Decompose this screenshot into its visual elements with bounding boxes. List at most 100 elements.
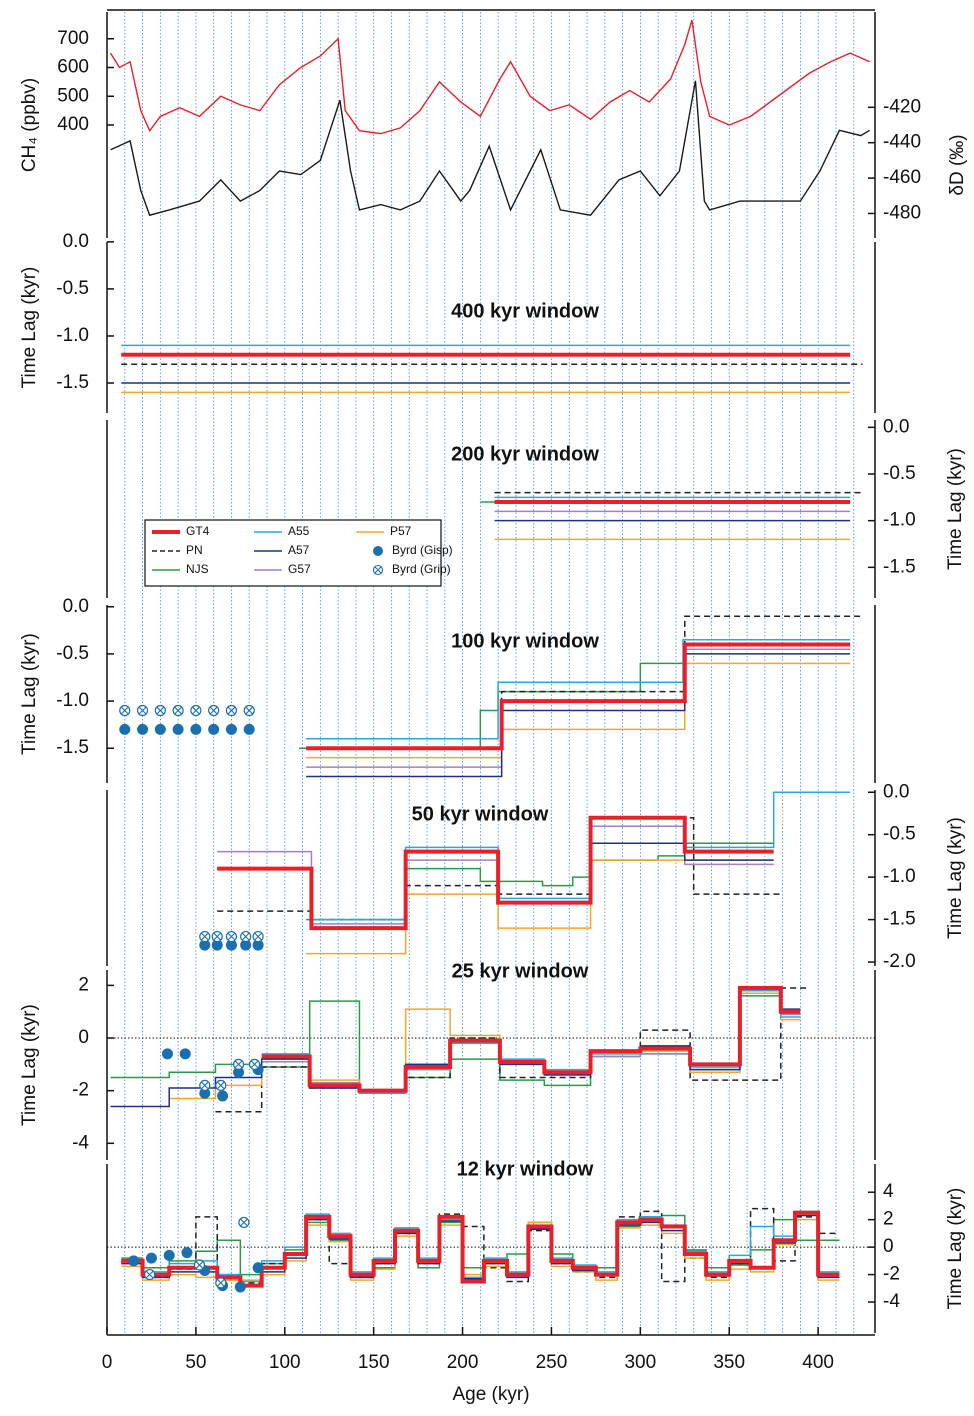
byrd-grip-point [136,704,149,717]
y-tick-label: 600 [57,57,89,78]
byrd-gisp-point [128,1255,140,1267]
grip-cross [210,706,218,715]
y-tick-label: 400 [57,114,89,135]
y-tick-label: -420 [883,96,921,117]
series-line [217,791,851,921]
y-tick-label: -1.5 [56,372,89,393]
panel-title: 200 kyr window [451,443,599,465]
byrd-gisp-point [145,1252,157,1264]
y-tick-label: -1.5 [883,909,916,930]
y-axis-label: CH₄ (ppbv) [19,78,40,172]
byrd-grip-point [225,930,238,943]
byrd-gisp-point [225,939,237,951]
series-line [306,653,851,778]
byrd-gisp-point [240,939,252,951]
byrd-grip-point [215,1079,227,1092]
legend-marker [373,546,383,556]
y-axis-label: Time Lag (kyr) [19,267,40,389]
byrd-gisp-point [217,1090,229,1102]
series-line [121,1207,840,1284]
grip-cross [240,1218,248,1226]
byrd-gisp-point [161,1048,173,1060]
legend-box [144,519,442,587]
panel-title: 25 kyr window [452,960,589,982]
byrd-grip-point [119,704,131,717]
y-tick-label: 0.0 [883,781,909,802]
x-tick-label: 150 [358,1352,390,1373]
byrd-grip-point [154,704,166,717]
y-axis-label: Time Lag (kyr) [945,1188,966,1310]
byrd-gisp-point [154,723,166,735]
y-tick-label: 0 [883,1236,894,1257]
y-tick-label: -1.0 [883,510,916,531]
x-tick-label: 400 [802,1352,834,1373]
grip-cross [227,706,236,715]
legend-label: PN [186,543,203,557]
byrd-grip-point [199,1079,211,1092]
y-tick-label: -1.5 [883,556,916,577]
legend-label: NJS [186,562,209,576]
x-tick-label: 50 [185,1352,206,1373]
series-line [217,815,774,931]
series-line [306,859,774,955]
y-tick-label: 700 [57,28,89,49]
byrd-grip-point [238,1216,250,1229]
byrd-grip-point [193,1259,206,1271]
x-tick-label: 350 [713,1352,745,1373]
series-line [110,80,871,217]
legend-label: P57 [390,524,412,538]
y2-axis-label: δD (‰) [947,134,968,195]
y-tick-label: 0 [78,1027,89,1048]
byrd-gisp-point [233,1066,245,1078]
panel-title: 50 kyr window [412,803,549,825]
y-tick-label: -4 [72,1132,89,1153]
y-tick-label: -1.0 [56,690,89,711]
byrd-gisp-point [181,1247,193,1259]
byrd-gisp-point [234,1281,246,1293]
y-axis-label: Time Lag (kyr) [945,448,966,570]
x-tick-label: 0 [102,1352,113,1373]
y-tick-label: -480 [883,202,921,223]
byrd-gisp-point [199,939,211,951]
byrd-gisp-point [179,1048,191,1060]
y-tick-label: -4 [883,1291,900,1312]
grip-cross [195,1261,204,1269]
y-axis-label: Time Lag (kyr) [945,817,966,939]
byrd-grip-point [225,704,238,717]
legend-label: G57 [288,562,311,576]
legend-label: A55 [288,524,310,538]
y-tick-label: -0.5 [883,824,916,845]
y-tick-label: -0.5 [883,463,916,484]
byrd-gisp-point [137,723,149,735]
grip-cross [156,706,164,715]
byrd-gisp-point [163,1249,175,1261]
grip-cross [217,1279,225,1287]
grip-cross [201,932,209,941]
legend-marker-cross [374,566,382,574]
y-tick-label: -2.0 [883,951,916,972]
y-tick-label: -1.0 [56,325,89,346]
byrd-gisp-point [243,723,255,735]
legend-label: GT4 [186,524,210,538]
y-tick-label: -2 [883,1264,900,1285]
y-tick-label: 500 [57,85,89,106]
x-tick-label: 100 [269,1352,301,1373]
y-axis-label: Time Lag (kyr) [19,633,40,755]
y-tick-label: 0.0 [63,231,89,252]
x-axis-label: Age (kyr) [452,1384,529,1405]
byrd-gisp-point [119,723,131,735]
grip-cross [192,706,200,715]
series-line [306,662,851,759]
byrd-gisp-point [208,723,220,735]
y-tick-label: 0.0 [883,416,909,437]
byrd-grip-point [215,1277,227,1289]
panel-title: 12 kyr window [457,1158,594,1180]
y-tick-label: -1.5 [56,737,89,758]
byrd-grip-point [190,704,202,717]
y-tick-label: 4 [883,1181,894,1202]
byrd-gisp-point [252,939,264,951]
byrd-grip-point [199,930,211,943]
byrd-grip-point [144,1268,156,1281]
